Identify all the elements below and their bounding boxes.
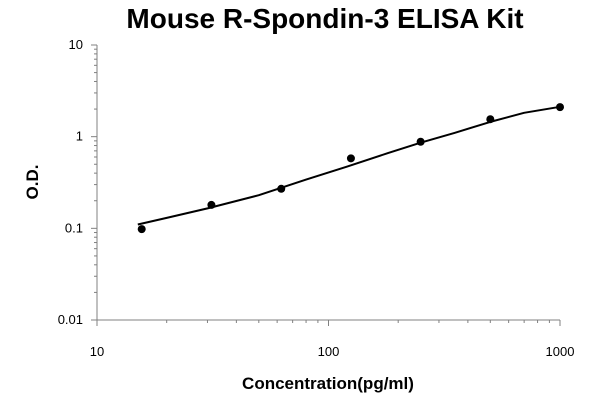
- x-tick-label: 100: [318, 344, 340, 359]
- data-point: [207, 200, 216, 209]
- y-tick-label: 0.01: [58, 312, 83, 327]
- x-axis-label: Concentration(pg/ml): [242, 374, 414, 393]
- data-point: [137, 225, 146, 234]
- x-tick-label: 1000: [546, 344, 575, 359]
- data-point: [277, 184, 286, 193]
- x-tick-label: 10: [90, 344, 104, 359]
- data-point: [416, 137, 425, 146]
- y-tick-label: 10: [69, 37, 83, 52]
- data-point: [486, 115, 495, 124]
- data-points: [137, 103, 564, 234]
- data-point: [346, 154, 355, 163]
- axis-ticks: [91, 44, 561, 326]
- axis-tick-labels: 0.01 0.1 1 10 10 100 1000: [58, 37, 575, 359]
- y-axis-label: O.D.: [23, 165, 42, 200]
- data-point: [556, 103, 564, 112]
- fit-curve-line: [137, 105, 561, 226]
- y-tick-label: 1: [76, 129, 83, 144]
- axes: [96, 45, 560, 321]
- y-tick-label: 0.1: [65, 220, 83, 235]
- chart-title: Mouse R-Spondin-3 ELISA Kit: [126, 3, 523, 34]
